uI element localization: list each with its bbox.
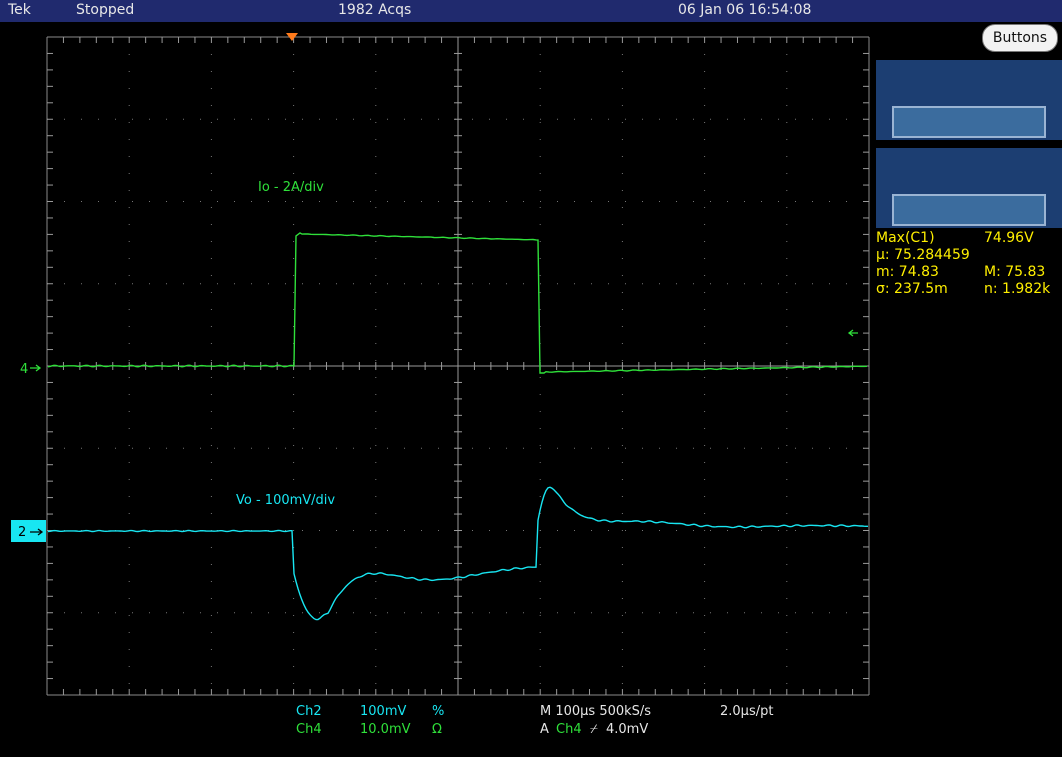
io-label: Io - 2A/div	[258, 180, 324, 195]
io-trace	[47, 232, 868, 374]
ch4-name: Ch4	[296, 722, 322, 737]
timestamp: 06 Jan 06 16:54:08	[678, 2, 812, 18]
vo-label: Vo - 100mV/div	[236, 493, 335, 508]
ch2-ref-marker: 2	[18, 525, 26, 540]
trigger-level: 4.0mV	[606, 722, 649, 737]
trigger-channel: Ch4	[556, 722, 582, 737]
ch4-ref-marker: 4	[20, 362, 28, 377]
measurement-min: m: 74.83	[876, 264, 939, 280]
ch4-scale: 10.0mV	[360, 722, 411, 737]
ch4-coupling-icon: Ω	[432, 722, 442, 737]
buttons-button[interactable]: Buttons	[982, 24, 1058, 52]
side-panel-top	[876, 60, 1062, 140]
measurement-max: M: 75.83	[984, 264, 1046, 280]
measurement-name: Max(C1)	[876, 230, 935, 246]
trigger-mode: A	[540, 722, 549, 737]
side-panel-bottom-field[interactable]	[892, 194, 1046, 226]
trigger-level-marker-icon	[847, 329, 858, 337]
trigger-slope-icon: ⌿	[590, 722, 598, 737]
measurement-sigma: σ: 237.5m	[876, 281, 948, 297]
trigger-position-marker	[286, 33, 298, 41]
ch4-ref-arrow-icon	[30, 364, 42, 372]
horizontal-setting: M 100μs 500kS/s	[540, 704, 652, 719]
measurement-count: n: 1.982k	[984, 281, 1051, 297]
acquisition-status: Stopped	[76, 2, 135, 18]
ch2-ref-box	[11, 520, 46, 542]
vo-trace	[47, 486, 868, 621]
side-panel-top-field[interactable]	[892, 106, 1046, 138]
ch2-name: Ch2	[296, 704, 322, 719]
ch2-coupling-icon: %	[432, 704, 445, 719]
record-resolution: 2.0μs/pt	[720, 704, 774, 719]
side-panel-bottom	[876, 148, 1062, 228]
title-bar: Tek Stopped 1982 Acqs 06 Jan 06 16:54:08	[0, 0, 1062, 22]
measurement-mean: μ: 75.284459	[876, 247, 970, 263]
brand-label: Tek	[8, 2, 31, 18]
measurement-readout: Max(C1) 74.96V μ: 75.284459 m: 74.83 M: 75…	[876, 230, 1062, 298]
ch2-ref-arrow-icon	[30, 528, 44, 536]
ch2-scale: 100mV	[360, 704, 407, 719]
acquisition-count: 1982 Acqs	[338, 2, 412, 18]
measurement-value: 74.96V	[984, 230, 1034, 246]
